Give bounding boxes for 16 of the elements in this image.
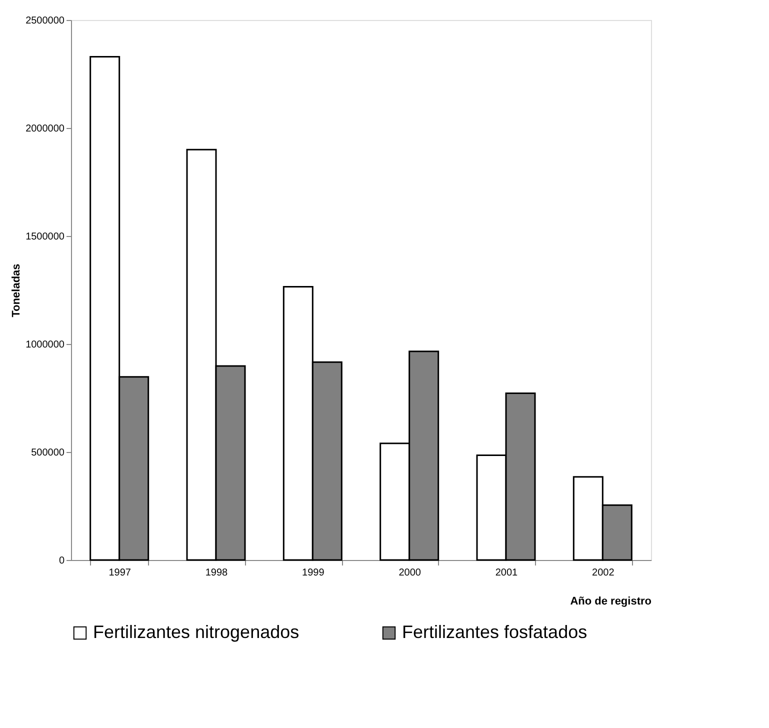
y-tick-label: 2500000 [26,16,65,26]
y-tick-label: 1000000 [26,340,65,350]
legend-label: Fertilizantes nitrogenados [93,622,300,642]
legend-label: Fertilizantes fosfatados [402,622,588,642]
x-tick-label: 2002 [592,568,615,578]
y-tick-label: 1500000 [26,232,65,242]
y-tick-label: 2000000 [26,124,65,134]
x-tick-label: 2001 [495,568,518,578]
y-tick-label: 0 [58,556,65,566]
x-tick-label: 1997 [108,568,132,578]
x-tick-label: 2000 [398,568,422,578]
y-axis-title: Toneladas [10,264,23,318]
x-axis-title: Año de registro [570,596,652,608]
x-tick-label: 1999 [302,568,325,578]
x-tick-label: 1998 [205,568,228,578]
y-tick-label: 500000 [31,448,65,458]
